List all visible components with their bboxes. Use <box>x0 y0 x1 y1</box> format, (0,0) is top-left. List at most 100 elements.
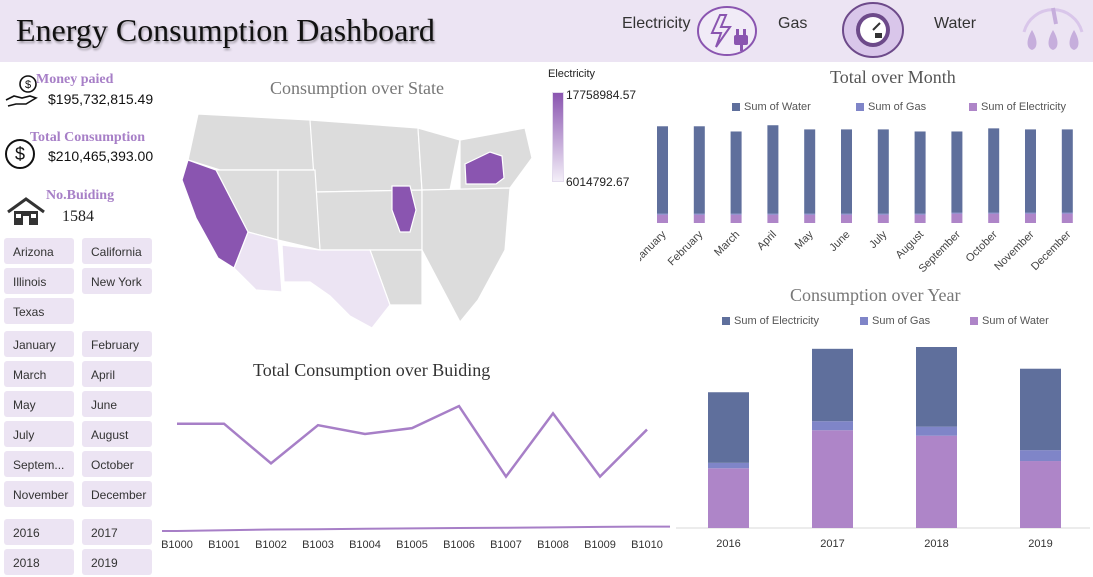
month-axis-label: April <box>755 229 779 253</box>
month-bar-sum-of-water <box>693 126 705 214</box>
building-axis-label: B1004 <box>349 539 381 551</box>
map-title: Consumption over State <box>270 78 444 98</box>
month-slicer-item[interactable]: November <box>4 481 74 507</box>
month-bar-sum-of-gas <box>1061 212 1073 214</box>
building-axis-label: B1003 <box>302 539 334 551</box>
year-legend-gas: Sum of Gas <box>860 315 930 327</box>
month-axis-label: August <box>894 229 927 262</box>
map-state-illinois <box>391 185 417 233</box>
month-slicer-item[interactable]: February <box>82 331 152 357</box>
year-bar-sum-of-water <box>812 430 853 528</box>
building-axis-label: B1002 <box>255 539 287 551</box>
state-slicer-item[interactable]: Texas <box>4 298 74 324</box>
month-bar-sum-of-electricity <box>1025 213 1036 223</box>
month-slicer-item[interactable]: August <box>82 421 152 447</box>
year-bar-sum-of-electricity <box>916 347 957 427</box>
month-bar-sum-of-electricity <box>804 214 816 223</box>
year-slicer-item[interactable]: 2019 <box>82 549 152 575</box>
dollar-circle-icon: $ <box>4 138 36 170</box>
money-hand-icon: $ <box>4 74 40 110</box>
year-slicer-item[interactable]: 2016 <box>4 519 74 545</box>
month-legend-electricity: Sum of Electricity <box>969 101 1066 113</box>
year-bar-sum-of-water <box>1020 461 1061 528</box>
month-slicer-item[interactable]: July <box>4 421 74 447</box>
month-bar-sum-of-water <box>804 129 816 214</box>
total-consumption-title: Total Consumption <box>30 130 146 145</box>
state-slicer-item[interactable]: Illinois <box>4 268 74 294</box>
year-legend-water: Sum of Water <box>970 315 1049 327</box>
state-slicer-item[interactable]: California <box>82 238 152 264</box>
month-slicer-item[interactable]: October <box>82 451 152 477</box>
month-bar-sum-of-water <box>841 129 852 214</box>
month-bar-sum-of-electricity <box>841 214 852 223</box>
map-state-texas <box>281 244 391 329</box>
year-axis-label: 2019 <box>1028 538 1052 550</box>
month-slicer-item[interactable]: June <box>82 391 152 417</box>
year-slicer-item[interactable]: 2018 <box>4 549 74 575</box>
electricity-plug-icon[interactable] <box>696 5 758 57</box>
year-axis-label: 2016 <box>716 538 740 550</box>
month-slicer-item[interactable]: March <box>4 361 74 387</box>
map-region-midnorth <box>309 119 423 193</box>
total-consumption-value: $210,465,393.00 <box>48 148 154 164</box>
month-bar-sum-of-water <box>951 131 963 213</box>
building-axis-label: B1009 <box>584 539 616 551</box>
month-slicer-item[interactable]: Septem... <box>4 451 74 477</box>
building-line-series <box>177 404 648 479</box>
month-bar-sum-of-electricity <box>657 214 668 223</box>
money-paid-title: Money paied <box>36 72 114 87</box>
gas-meter-icon[interactable] <box>842 2 904 58</box>
water-drops-icon[interactable] <box>1018 0 1088 60</box>
month-slicer-item[interactable]: December <box>82 481 152 507</box>
month-bar-sum-of-water <box>988 128 1000 213</box>
svg-text:$: $ <box>25 79 31 91</box>
house-icon <box>6 196 46 228</box>
year-bar-sum-of-gas <box>708 462 749 469</box>
building-line-chart: B1000 B1001 B1002 B1003 B1004 B1005 B1006 B1007… <box>161 404 670 551</box>
year-axis-label: 2018 <box>924 538 948 550</box>
building-axis-label: B1006 <box>443 539 475 551</box>
month-bar-sum-of-electricity <box>730 214 742 223</box>
state-slicer-item[interactable]: Arizona <box>4 238 74 264</box>
month-axis-label: October <box>964 228 1000 264</box>
month-bar-sum-of-water <box>1061 129 1073 213</box>
map-legend-gradient <box>552 92 564 182</box>
month-axis-label: February <box>666 228 706 268</box>
building-line-series-secondary <box>162 525 670 532</box>
month-axis-label: March <box>712 229 742 259</box>
month-bar-sum-of-gas <box>730 213 742 215</box>
map-legend-max: 17758984.57 <box>566 88 637 102</box>
month-bar-sum-of-water <box>767 125 779 214</box>
map-state-california <box>181 159 249 269</box>
month-slicer-item[interactable]: May <box>4 391 74 417</box>
building-chart-title: Total Consumption over Buiding <box>253 360 491 380</box>
month-bar-sum-of-gas <box>988 212 1000 214</box>
month-bar-sum-of-water <box>914 131 926 214</box>
month-slicer-item[interactable]: January <box>4 331 74 357</box>
month-bar-sum-of-gas <box>1025 212 1036 214</box>
building-axis-label: B1005 <box>396 539 428 551</box>
svg-text:$: $ <box>15 144 25 164</box>
year-slicer-item[interactable]: 2017 <box>82 519 152 545</box>
building-axis-label: B1001 <box>208 539 240 551</box>
year-legend-electricity: Sum of Electricity <box>722 315 819 327</box>
year-bar-sum-of-gas <box>916 426 957 436</box>
month-bar-sum-of-gas <box>693 213 705 215</box>
month-bar-sum-of-gas <box>951 212 963 214</box>
month-axis-label: June <box>827 229 852 254</box>
year-bar-sum-of-gas <box>1020 450 1061 462</box>
gas-label: Gas <box>778 15 808 32</box>
month-slicer-item[interactable]: April <box>82 361 152 387</box>
month-bar-sum-of-electricity <box>1061 213 1073 223</box>
state-slicer-item[interactable]: New York <box>82 268 152 294</box>
year-chart-title: Consumption over Year <box>790 285 961 305</box>
month-axis-label: July <box>867 228 890 251</box>
map-legend-title: Electricity <box>548 68 596 80</box>
month-bar-sum-of-electricity <box>877 214 889 223</box>
month-legend-gas: Sum of Gas <box>856 101 926 113</box>
us-state-map[interactable] <box>160 100 540 335</box>
map-region-great-lakes <box>417 127 461 191</box>
building-axis-label: B1008 <box>537 539 569 551</box>
year-bar-sum-of-electricity <box>1020 368 1061 451</box>
